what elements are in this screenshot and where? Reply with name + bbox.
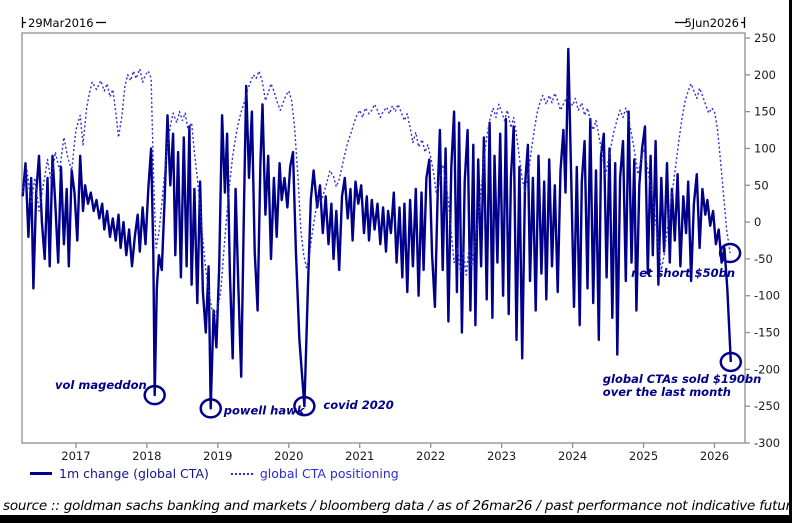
x-tick-label: 2017 [61,449,90,463]
annotation-label: global CTAs sold $190bn over the last mon… [603,372,762,399]
y-tick-label: -300 [754,436,780,450]
annotation-label: powell hawk [223,403,306,417]
series-line-1m-change [21,47,732,410]
x-tick-label: 2018 [132,449,161,463]
annotation-label: covid 2020 [323,398,393,412]
annotation-circle [143,384,166,406]
x-tick-label: 2022 [416,449,445,463]
y-tick-label: -250 [754,399,780,413]
x-tick-label: 2026 [700,449,729,463]
legend-dotted-line-swatch [230,472,253,475]
right-edge-bar [789,0,792,523]
y-tick-label: 100 [754,141,776,155]
series-line-cta-positioning [22,68,731,317]
annotation-label: vol mageddon [55,378,147,392]
x-axis-bottom: 2017 2018 2019 2020 2021 2022 2023 2024 2025 2026 [61,443,729,463]
y-tick-label: -200 [754,362,780,376]
x-tick-label: 2019 [203,449,232,463]
source-text: source :: goldman sachs banking and mark… [0,497,792,516]
y-tick-label: -50 [754,252,773,266]
legend-solid-line-swatch [30,472,52,475]
chart-legend: 1m change (global CTA) global CTA positi… [30,466,399,481]
y-tick-label: 200 [754,68,776,82]
range-start-date-label: 29Mar2016 [28,16,94,30]
annotation-circle [718,242,742,264]
y-tick-label: 250 [754,31,776,45]
legend-label-positioning: global CTA positioning [259,466,399,481]
legend-label-1m-change: 1m change (global CTA) [59,466,209,481]
annotations: vol mageddon powell hawk covid 2020 net sho… [55,242,762,419]
annotation-circle [293,395,316,417]
annotation-circle [719,351,743,373]
y-tick-label: 50 [754,178,769,192]
x-tick-label: 2025 [629,449,658,463]
range-end-date-label: 5Jun2026 [684,16,739,30]
x-tick-label: 2020 [274,449,303,463]
plot-frame [21,32,746,444]
bottom-edge-bar [0,516,792,523]
x-tick-label: 2021 [345,449,374,463]
x-tick-label: 2024 [558,449,587,463]
y-tick-label: 0 [754,215,761,229]
y-tick-label: -150 [754,326,780,340]
date-range-ruler: 29Mar2016 5Jun2026 [21,16,746,30]
y-axis-right: 250 200 150 100 50 0 -50 -100 -150 -200 -250 -300 [745,31,780,450]
annotation-circle [199,398,222,419]
y-tick-label: 150 [754,105,776,119]
x-tick-label: 2023 [487,449,516,463]
y-tick-label: -100 [754,289,780,303]
source-bar: source :: goldman sachs banking and mark… [0,497,792,516]
annotation-label: net short $50bn [631,266,735,280]
chart-svg: 29Mar2016 5Jun2026 250 200 150 100 50 0 -50 -100 -… [21,16,780,463]
